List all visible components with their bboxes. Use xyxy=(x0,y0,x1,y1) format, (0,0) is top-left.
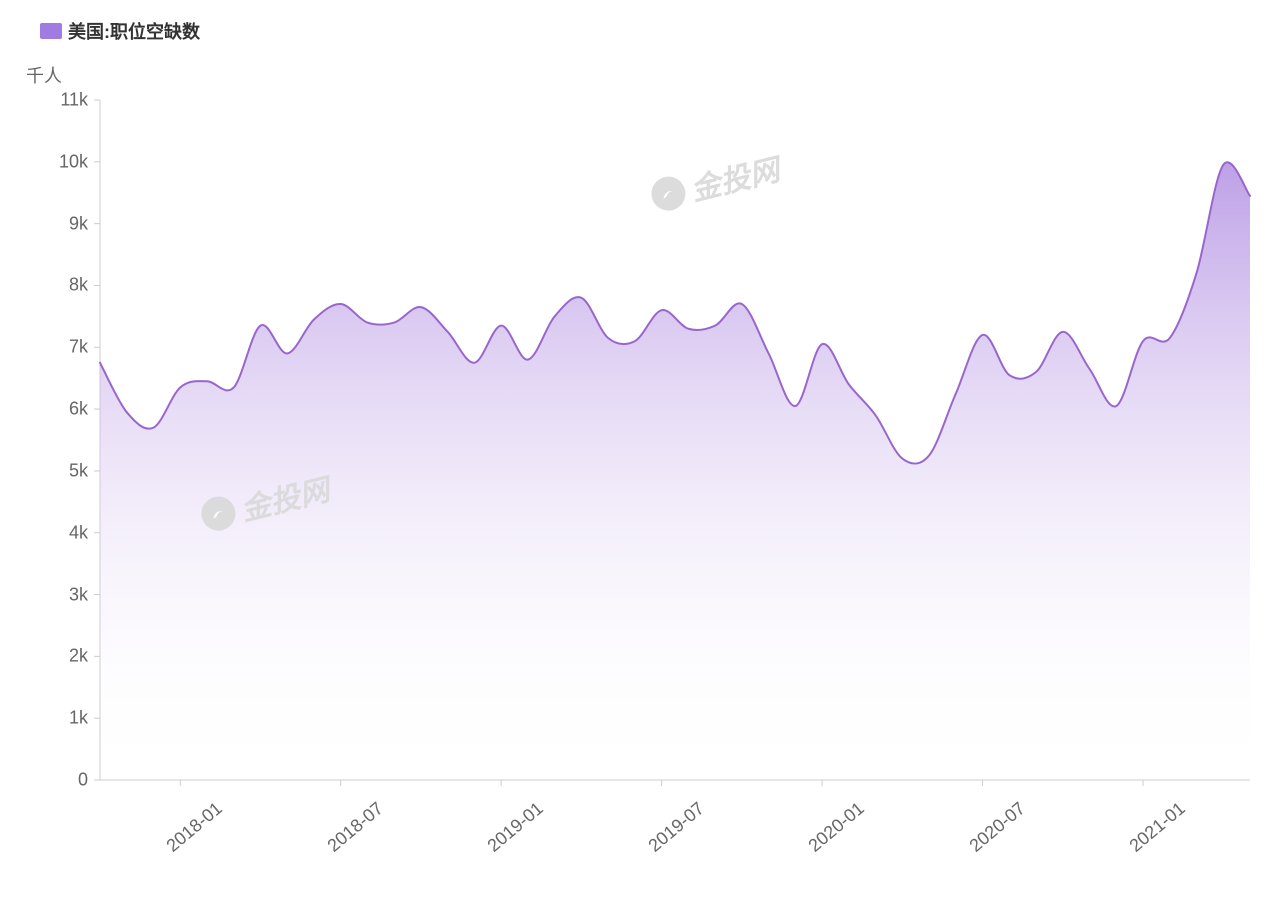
chart-container: 美国:职位空缺数 千人 01k2k3k4k5k6k7k8k9k10k11k 20… xyxy=(0,0,1269,902)
area-fill xyxy=(100,162,1250,780)
chart-plot xyxy=(0,0,1269,902)
